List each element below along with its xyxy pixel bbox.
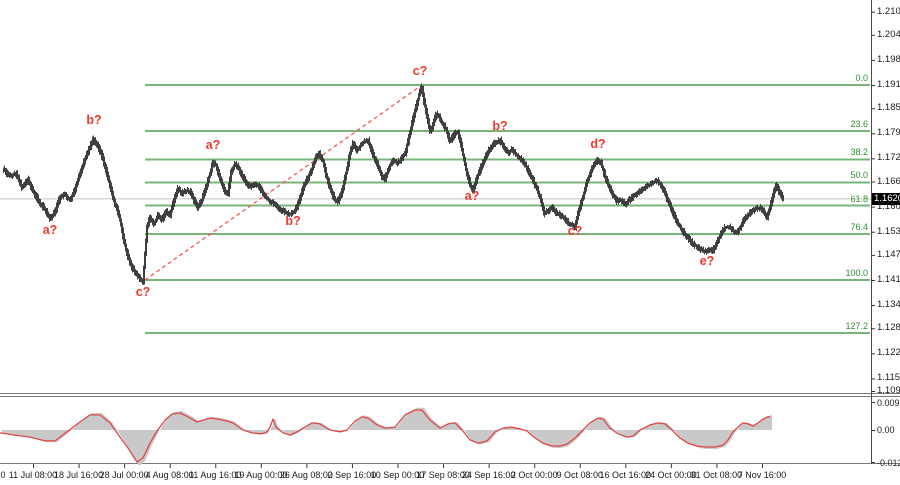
price-axis-tick: 1.1980: [877, 53, 900, 65]
wave-label-a[interactable]: a?: [205, 138, 221, 152]
time-axis-tick: 11 Jul 08:00: [8, 470, 58, 480]
wave-label-c[interactable]: c?: [567, 224, 583, 238]
time-axis-tick: 26 Aug 08:00: [279, 470, 333, 480]
price-axis-tick: 1.1665: [877, 175, 900, 187]
wave-label-e[interactable]: e?: [699, 254, 715, 268]
oscillator-histogram-area: [2, 407, 772, 466]
price-axis-tick: 1.1410: [877, 273, 900, 285]
fib-level-label-50.0: 50.0: [850, 170, 868, 181]
time-axis-tick: 4 Aug 08:00: [145, 470, 194, 480]
time-axis-tick: 10 Sep 00:00: [370, 470, 425, 480]
oscillator-max-label: 0.00935: [877, 398, 900, 408]
wave-label-b[interactable]: b?: [86, 113, 102, 127]
price-axis-tick: 1.1475: [877, 248, 900, 260]
fib-level-label-127.2: 127.2: [845, 320, 868, 331]
time-axis-tick: 16 Oct 16:00: [599, 470, 652, 480]
price-axis-tick: 1.2105: [877, 5, 900, 17]
time-axis-tick: 18 Jul 16:00: [54, 470, 104, 480]
price-axis-tick: 1.1285: [877, 322, 900, 334]
time-axis-tick: 17 Sep 08:00: [416, 470, 470, 480]
time-axis-tick: 19 Aug 00:00: [234, 470, 288, 480]
wave-label-d[interactable]: d?: [590, 137, 606, 151]
wave-label-a[interactable]: a?: [464, 189, 480, 203]
price-axis-tick: 1.1345: [877, 299, 900, 311]
time-axis-tick: 28 Jul 00:00: [99, 470, 149, 480]
fib-level-label-100.0: 100.0: [845, 267, 868, 278]
time-axis-tick: 11 Aug 16:00: [189, 470, 242, 480]
wave-label-c[interactable]: c?: [135, 285, 151, 299]
time-axis-tick: 24 Oct 00:00: [645, 470, 697, 480]
oscillator-min-label: -0.01236: [877, 458, 900, 468]
time-axis-tick: 2 Oct 00:00: [510, 470, 558, 480]
fib-level-label-0.0: 0.0: [855, 73, 868, 83]
wave-label-b[interactable]: b?: [285, 214, 301, 228]
price-axis-tick: 1.1790: [877, 127, 900, 139]
time-axis-tick: 7 Nov 16:00: [737, 470, 787, 480]
time-axis-tick: 2 Sep 16:00: [327, 470, 377, 480]
time-axis-partial-label: 0: [0, 470, 6, 480]
time-axis-tick: 31 Oct 08:00: [690, 470, 743, 480]
price-axis-tick: 1.1535: [877, 225, 900, 237]
time-axis-tick: 9 Oct 08:00: [556, 470, 604, 480]
fib-level-label-38.2: 38.2: [850, 147, 868, 158]
price-axis-tick: 1.2045: [877, 28, 900, 40]
time-axis-tick: 24 Sep 16:00: [461, 470, 516, 480]
price-axis-tick: 1.1155: [877, 372, 900, 384]
price-bars: [3, 83, 784, 286]
price-axis-tick: 1.1095: [877, 385, 900, 396]
price-axis-tick: 1.1725: [877, 152, 900, 164]
price-axis-tick: 1.1915: [877, 79, 900, 90]
price-axis-tick: 1.1220: [877, 347, 900, 359]
price-axis-tick: 1.1600: [877, 200, 900, 212]
wave-label-a[interactable]: a?: [42, 223, 58, 237]
fib-level-label-76.4: 76.4: [850, 221, 868, 232]
price-axis-tick: 1.1855: [877, 102, 900, 114]
wave-label-b[interactable]: b?: [492, 119, 508, 133]
oscillator-zero-label: 0.00: [877, 425, 895, 435]
trendline-dashed[interactable]: [144, 84, 423, 281]
fib-level-label-23.6: 23.6: [850, 119, 868, 130]
oscillator-red-line: [0, 409, 770, 463]
wave-label-c[interactable]: c?: [412, 64, 428, 78]
fib-level-label-61.8: 61.8: [850, 193, 868, 204]
